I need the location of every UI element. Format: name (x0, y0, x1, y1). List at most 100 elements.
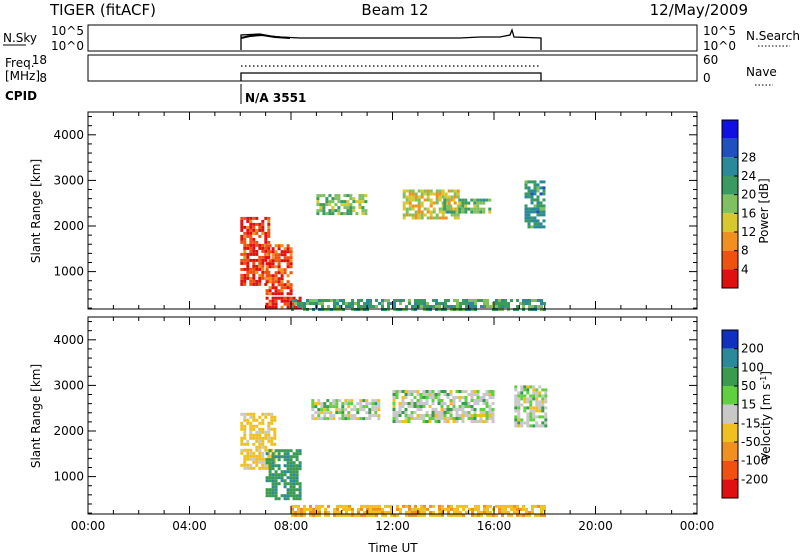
velocity-cell-3 (401, 402, 405, 405)
power-cell-0 (261, 255, 265, 259)
velocity-cell-3 (461, 411, 465, 414)
radar-title: TIGER (fitACF) (49, 1, 156, 19)
velocity-cell-3 (479, 396, 483, 399)
power-cell-7 (426, 302, 429, 305)
power-cell-7 (378, 302, 381, 305)
power-cell-4 (441, 201, 445, 205)
velocity-cell-4 (529, 415, 533, 419)
velocity-cell-0 (255, 424, 259, 428)
velocity-cell-1 (286, 476, 290, 480)
velocity-cell-5 (396, 507, 399, 511)
power-cell-0 (252, 225, 256, 229)
power-cell-7 (393, 305, 396, 308)
power-colorbar-segment (722, 120, 738, 139)
velocity-cell-3 (440, 402, 444, 405)
velocity-cell-1 (283, 479, 287, 483)
power-cell-7 (528, 299, 531, 302)
velocity-colorbar-segment (722, 330, 738, 349)
velocity-cell-1 (274, 476, 278, 480)
power-cell-0 (243, 240, 247, 244)
velocity-cell-3 (419, 417, 423, 420)
power-cell-2 (274, 305, 278, 309)
power-colorbar-label: Power [dB] (757, 178, 771, 243)
velocity-cell-5 (318, 510, 321, 514)
velocity-cell-4 (526, 385, 530, 389)
velocity-cell-1 (283, 485, 287, 489)
power-cell-1 (283, 286, 287, 290)
power-cell-6 (527, 186, 531, 190)
velocity-cell-2 (356, 408, 360, 412)
velocity-cell-3 (437, 390, 441, 393)
power-cell-6 (524, 180, 528, 184)
velocity-cell-4 (520, 424, 524, 428)
velocity-cell-0 (255, 448, 259, 452)
velocity-cell-3 (437, 399, 441, 402)
velocity-cell-2 (350, 414, 354, 418)
velocity-cell-4 (514, 400, 518, 404)
power-cell-3 (316, 200, 320, 204)
velocity-cell-3 (455, 420, 459, 423)
velocity-cell-0 (240, 421, 244, 425)
velocity-cell-2 (374, 399, 378, 403)
velocity-cell-2 (374, 408, 378, 412)
velocity-cell-5 (297, 507, 300, 511)
power-cell-7 (363, 305, 366, 308)
velocity-cell-5 (540, 513, 543, 517)
power-cell-4 (423, 198, 427, 202)
velocity-cell-3 (482, 408, 486, 411)
velocity-cell-3 (392, 420, 396, 423)
power-cell-0 (258, 258, 262, 262)
velocity-cell-4 (535, 406, 539, 410)
power-cell-0 (252, 279, 256, 283)
velocity-cell-1 (292, 455, 296, 459)
velocity-cell-4 (514, 424, 518, 428)
velocity-cell-3 (452, 408, 456, 411)
velocity-colorbar-segment (722, 423, 738, 442)
power-cell-7 (468, 305, 471, 308)
power-cell-5 (461, 204, 465, 208)
power-cell-0 (252, 252, 256, 256)
velocity-cell-4 (544, 418, 548, 422)
velocity-cell-5 (324, 510, 327, 514)
power-cell-3 (322, 203, 326, 207)
velocity-cell-0 (267, 451, 271, 455)
velocity-cell-4 (514, 415, 518, 419)
velocity-data (240, 385, 548, 517)
power-cell-5 (473, 207, 477, 211)
power-cell-7 (309, 299, 312, 302)
velocity-cell-5 (303, 510, 306, 514)
velocity-cell-5 (423, 504, 426, 508)
velocity-cell-5 (372, 510, 375, 514)
velocity-cell-4 (517, 391, 521, 395)
power-cell-0 (249, 225, 253, 229)
velocity-cell-2 (314, 411, 318, 415)
velocity-cell-2 (341, 414, 345, 418)
power-cell-7 (468, 302, 471, 305)
power-cell-1 (271, 265, 275, 269)
velocity-cell-3 (440, 411, 444, 414)
velocity-cell-4 (529, 397, 533, 401)
power-cell-3 (331, 197, 335, 201)
power-cell-6 (539, 192, 543, 196)
velocity-cell-2 (368, 402, 372, 406)
velocity-cell-2 (362, 399, 366, 403)
velocity-cell-0 (258, 439, 262, 443)
power-cell-7 (519, 302, 522, 305)
power-cell-6 (539, 207, 543, 211)
power-cell-4 (411, 195, 415, 199)
nsky-tick-high-left: 10^5 (51, 24, 84, 38)
power-cell-7 (495, 305, 498, 308)
velocity-cell-5 (513, 507, 516, 511)
power-cell-7 (420, 305, 423, 308)
power-cell-0 (261, 219, 265, 223)
power-cell-4 (411, 213, 415, 217)
velocity-colorbar-segment (722, 386, 738, 405)
power-cell-3 (316, 209, 320, 213)
power-cell-1 (277, 247, 281, 251)
velocity-cell-3 (458, 417, 462, 420)
velocity-cell-5 (516, 507, 519, 511)
power-cell-0 (246, 261, 250, 265)
power-cell-5 (452, 210, 456, 214)
power-cell-7 (375, 305, 378, 308)
velocity-cell-4 (526, 400, 530, 404)
